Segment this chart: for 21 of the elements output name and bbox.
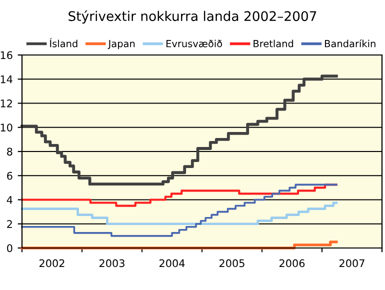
y-tick-label: 6 bbox=[7, 172, 12, 180]
legend-label: Japan bbox=[108, 40, 135, 50]
y-tick-label: 12 bbox=[0, 99, 12, 108]
x-tick-label: 2005 bbox=[220, 259, 244, 268]
y-tick-label: 0 bbox=[7, 244, 12, 252]
legend-label: Bandaríkin bbox=[325, 39, 376, 48]
x-tick-label: 2006 bbox=[280, 259, 305, 268]
y-tick-label: 10 bbox=[0, 124, 12, 132]
legend-label: Evrusvæðið bbox=[166, 40, 222, 48]
y-tick-label: 14 bbox=[0, 75, 12, 84]
y-tick-label: 16 bbox=[0, 51, 12, 60]
y-tick-label: 2 bbox=[7, 220, 12, 228]
legend-label: Bretland bbox=[254, 40, 294, 48]
y-tick-label: 8 bbox=[7, 148, 12, 156]
y-tick-label: 4 bbox=[6, 196, 12, 204]
legend-label: Ísland bbox=[50, 38, 78, 48]
x-tick-label: 2004 bbox=[160, 259, 185, 268]
chart-title: Stýrivextir nokkurra landa 2002–2007 bbox=[68, 10, 316, 24]
x-tick-label: 2007 bbox=[340, 259, 364, 268]
x-tick-label: 2002 bbox=[40, 259, 64, 268]
x-tick-label: 2003 bbox=[100, 259, 124, 268]
